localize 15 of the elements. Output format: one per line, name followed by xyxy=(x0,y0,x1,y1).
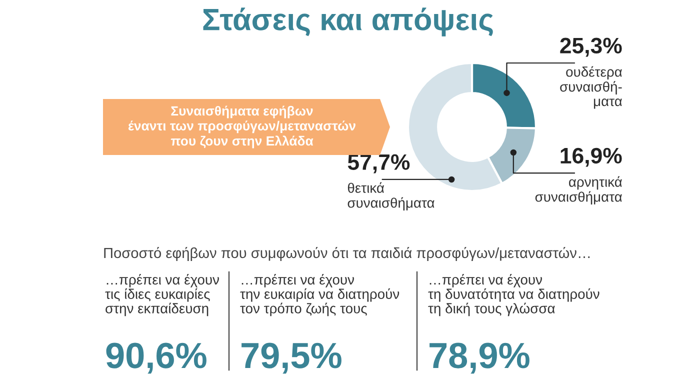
data-label: 90,6% xyxy=(106,342,206,374)
slice-label: θετικά συναισθήματα xyxy=(348,182,434,211)
chart-title: Στάσεις και απόψεις xyxy=(203,8,493,36)
data-label: 57,7% xyxy=(348,154,410,174)
category-label: …πρέπει να έχουν τη δυνατότητα να διατηρούν τη δική τους γλώσσα xyxy=(428,274,600,316)
data-label: 16,9% xyxy=(560,148,622,167)
category-label: …πρέπει να έχουν τις ίδιες ευκαιρίες στην εκπαίδευση xyxy=(105,274,219,316)
data-label: 79,5% xyxy=(242,342,342,374)
data-label: 78,9% xyxy=(430,342,530,374)
text: Ποσοστό εφήβων που συμφωνούν ότι τα παιδιά προσφύγων/μεταναστών… xyxy=(104,246,590,262)
slice-label: ουδέτερα συναισθή- ματα xyxy=(560,66,622,109)
data-label: 25,3% xyxy=(560,38,622,57)
category-label: …πρέπει να έχουν την ευκαιρία να διατηρούν τον τρόπο ζωής τους xyxy=(240,274,400,316)
text: Συναισθήματα εφήβων έναντι των προσφύγων/μεταναστών που ζουν στην Ελλάδα xyxy=(128,106,356,148)
slice-label: αρνητικά συναισθήματα xyxy=(535,176,622,205)
